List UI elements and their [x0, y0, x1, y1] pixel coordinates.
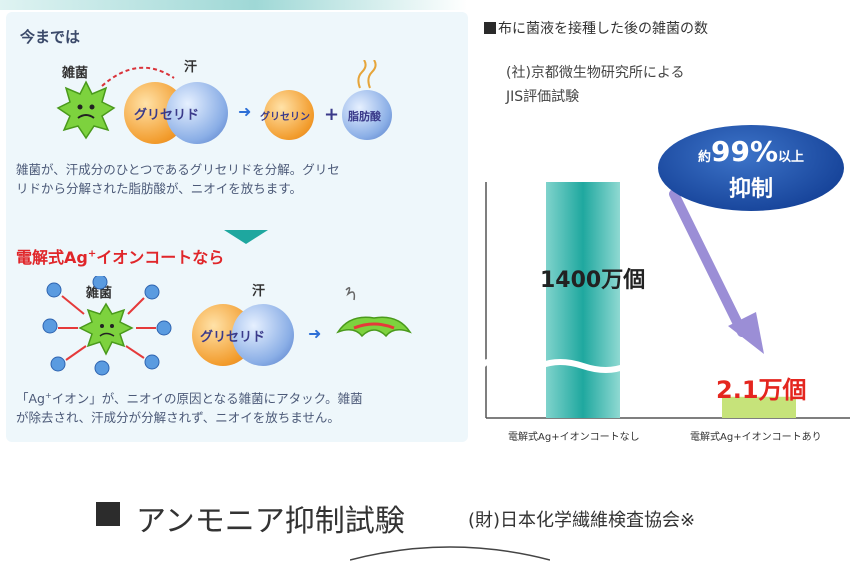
- reduction-arrow: [669, 189, 764, 354]
- para1-line1: 雑菌が、汗成分のひとつであるグリセリドを分解。グリセ: [16, 162, 340, 177]
- odor-wave-icon: [357, 60, 377, 89]
- x-tick-2-text: 電解式Ag+イオンコートあり: [690, 432, 822, 443]
- bubble-line2: 抑制: [728, 177, 773, 202]
- x-tick-label-2: 電解式Ag+イオンコートあり: [690, 428, 822, 443]
- bubble-percent: 99%: [710, 135, 779, 168]
- para2-pre: 「Ag: [16, 391, 45, 407]
- paragraph-before: 雑菌が、汗成分のひとつであるグリセリドを分解。グリセ リドから分解された脂肪酸が…: [16, 160, 466, 198]
- reduction-arrow-head: [728, 312, 764, 354]
- chart-bars: [484, 182, 796, 418]
- dead-bacteria-icon: [336, 287, 412, 338]
- fatty-acid-ball: [342, 90, 392, 140]
- chart-title-text: 布に菌液を接種した後の雑菌の数: [498, 21, 708, 37]
- bacteria-icon: [56, 80, 116, 140]
- reduction-bubble: 約99%以上 抑制: [658, 125, 844, 211]
- glyceride-text: グリセリド: [134, 108, 200, 123]
- ag-ion-heading: 電解式Ag+イオンコートなら: [16, 244, 224, 268]
- glyceride-text-2: グリセリド: [200, 330, 266, 345]
- fatty-acid-text: 脂肪酸: [348, 110, 381, 123]
- para2-sup: +: [45, 391, 52, 400]
- ammonia-test-title: アンモニア抑制試験: [136, 504, 405, 539]
- axis-break-mark-left: [484, 359, 497, 368]
- bacteria-label-2: 雑菌: [86, 286, 113, 301]
- bubble-line1: 約99%以上: [658, 135, 844, 168]
- ag-ion-attack-icon: [42, 276, 172, 376]
- ag-heading-post: イオンコートなら: [96, 248, 225, 267]
- glyceride-blue-ball-2: [232, 304, 294, 366]
- attack-arrow-icon: [101, 66, 175, 87]
- mechanism-panel: 今までは 雑菌 汗 グリセリド ➜ グリセリン + 脂肪酸 雑菌が、汗成分のひと…: [6, 12, 468, 442]
- x-tick-1-text: 電解式Ag+イオンコートなし: [508, 432, 640, 443]
- bar-value-label-1: 1400万個: [540, 268, 646, 293]
- para2-line1: 「Ag+イオン」が、ニオイの原因となる雑菌にアタック。雑菌: [16, 386, 466, 408]
- arrow-right-icon-2: ➜: [308, 324, 322, 343]
- para2-post: イオン」が、ニオイの原因となる雑菌にアタック。雑菌: [51, 391, 363, 407]
- sweat-label: 汗: [184, 60, 198, 75]
- source-line1: (社)京都微生物研究所による: [506, 65, 685, 81]
- bar-1: [546, 182, 620, 418]
- plus-icon: +: [324, 104, 340, 125]
- x-tick-label-1: 電解式Ag+イオンコートなし: [508, 428, 640, 443]
- glyceride-blue-ball: [166, 82, 228, 144]
- bar-2: [722, 396, 796, 418]
- ag-heading-pre: 電解式Ag: [16, 248, 88, 267]
- glycerin-ball: [264, 90, 314, 140]
- glycerin-text: グリセリン: [260, 112, 310, 123]
- bacteria-label: 雑菌: [62, 66, 89, 81]
- chart-title: 布に菌液を接種した後の雑菌の数: [484, 18, 708, 38]
- source-line2: JIS評価試験: [506, 89, 580, 105]
- paragraph-ag-ion: 「Ag+イオン」が、ニオイの原因となる雑菌にアタック。雑菌 が除去され、汗成分が…: [16, 386, 466, 427]
- down-triangle-icon: [224, 230, 268, 244]
- para2-line2: が除去され、汗成分が分解されず、ニオイを放ちません。: [16, 410, 340, 426]
- arrow-right-icon: ➜: [238, 102, 252, 121]
- sweat-label-2: 汗: [252, 284, 266, 299]
- para1-line2: リドから分解された脂肪酸が、ニオイを放ちます。: [16, 181, 303, 196]
- axis-break-mark: [538, 359, 628, 373]
- square-bullet-icon-large: [96, 502, 120, 526]
- before-heading: 今までは: [20, 28, 81, 46]
- bacteria-count-chart: [484, 182, 850, 419]
- bottom-curve-decoration: [350, 546, 550, 561]
- top-decorative-band: [0, 0, 850, 10]
- ag-heading-sup: +: [87, 248, 97, 260]
- square-bullet-icon: [484, 22, 496, 34]
- bubble-pre: 約: [697, 150, 711, 165]
- bubble-post: 以上: [778, 150, 805, 165]
- reduction-arrow-shaft: [669, 189, 747, 337]
- bar-value-label-2: 2.1万個: [716, 376, 807, 404]
- ammonia-test-org: (財)日本化学繊維検査協会※: [468, 510, 696, 531]
